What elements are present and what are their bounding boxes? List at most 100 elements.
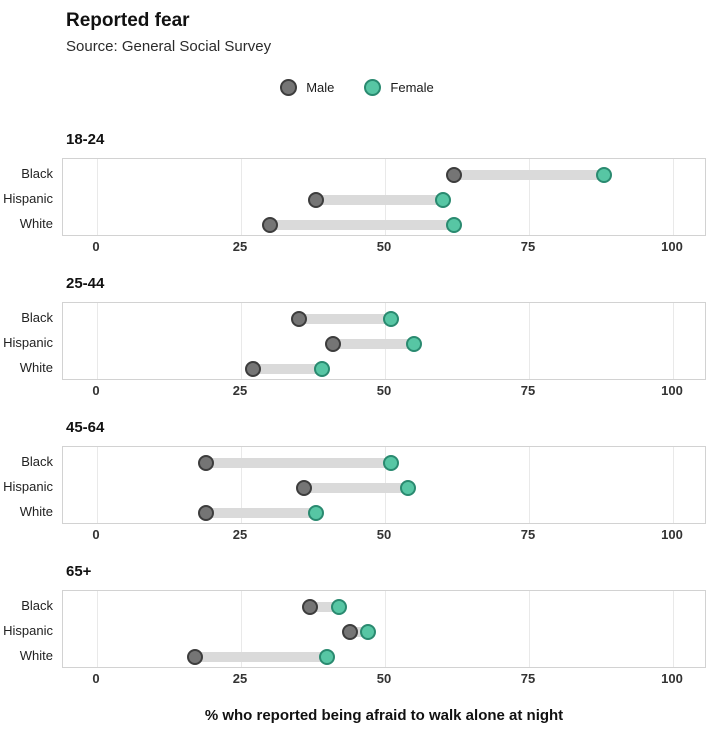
- connector-bar: [306, 602, 343, 612]
- x-tick-label: 50: [376, 527, 392, 542]
- connector-bar: [265, 220, 459, 230]
- row-label: Hispanic: [3, 335, 53, 350]
- panel-body: Black Hispanic White: [0, 446, 714, 524]
- gridline: [97, 303, 98, 379]
- female-dot: [446, 217, 463, 233]
- row-label: Hispanic: [3, 191, 53, 206]
- panel-body: Black Hispanic White: [0, 158, 714, 236]
- male-legend-label: Male: [306, 80, 335, 95]
- x-tick-label: 75: [520, 671, 536, 686]
- y-axis-labels: Black Hispanic White: [0, 158, 62, 236]
- age-panel-title: 25-44: [66, 275, 105, 292]
- row-label: White: [19, 504, 53, 519]
- gridline: [97, 447, 98, 523]
- female-dot: [434, 192, 451, 208]
- x-axis: 0 25 50 75 100: [62, 668, 706, 690]
- connector-bar: [294, 314, 395, 324]
- male-legend-dot-icon: [280, 79, 298, 96]
- female-dot: [307, 505, 324, 521]
- female-dot: [359, 624, 376, 640]
- female-dot: [382, 311, 399, 327]
- plot-area: [62, 302, 706, 380]
- chart-title: Reported fear: [66, 10, 190, 31]
- gridline: [673, 591, 674, 667]
- plot-area: [62, 590, 706, 668]
- gridline: [385, 591, 386, 667]
- male-dot: [244, 361, 261, 377]
- age-panel-title: 45-64: [66, 419, 105, 436]
- age-panel: 18-24 Black Hispanic White 0 25 50 75 100: [0, 130, 714, 258]
- female-dot: [400, 480, 417, 496]
- x-tick-label: 0: [92, 239, 100, 254]
- gridline: [241, 303, 242, 379]
- connector-bar: [202, 508, 320, 518]
- gridline: [529, 591, 530, 667]
- female-legend-dot-icon: [364, 79, 382, 96]
- row-label: Hispanic: [3, 479, 53, 494]
- gridline: [529, 447, 530, 523]
- connector-bar: [450, 170, 608, 180]
- x-axis: 0 25 50 75 100: [62, 236, 706, 258]
- age-panel-title: 18-24: [66, 131, 105, 148]
- x-tick-label: 75: [520, 239, 536, 254]
- x-tick-label: 0: [92, 671, 100, 686]
- row-label: Hispanic: [3, 623, 53, 638]
- x-tick-label: 75: [520, 527, 536, 542]
- male-dot: [198, 505, 215, 521]
- female-dot: [330, 599, 347, 615]
- connector-bar: [300, 483, 413, 493]
- row-label: White: [19, 648, 53, 663]
- connector-bar: [329, 339, 418, 349]
- connector-bar: [202, 458, 395, 468]
- male-dot: [261, 217, 278, 233]
- x-tick-label: 50: [376, 671, 392, 686]
- gridline: [241, 447, 242, 523]
- male-dot: [290, 311, 307, 327]
- male-dot: [342, 624, 359, 640]
- row-label: Black: [21, 598, 53, 613]
- x-tick-label: 50: [376, 383, 392, 398]
- x-tick-label: 25: [232, 671, 248, 686]
- male-dot: [446, 167, 463, 183]
- x-tick-label: 0: [92, 527, 100, 542]
- row-label: Black: [21, 454, 53, 469]
- male-dot: [325, 336, 342, 352]
- legend-item-female: Female: [364, 79, 434, 96]
- x-tick-label: 50: [376, 239, 392, 254]
- x-tick-label: 100: [661, 527, 683, 542]
- row-label: White: [19, 216, 53, 231]
- gridline: [673, 447, 674, 523]
- plot-area: [62, 446, 706, 524]
- male-dot: [186, 649, 203, 665]
- x-tick-label: 100: [661, 383, 683, 398]
- panel-body: Black Hispanic White: [0, 590, 714, 668]
- female-dot: [595, 167, 612, 183]
- male-dot: [296, 480, 313, 496]
- y-axis-labels: Black Hispanic White: [0, 302, 62, 380]
- age-panel: 25-44 Black Hispanic White 0 25 50 75 100: [0, 274, 714, 402]
- female-dot: [405, 336, 422, 352]
- x-tick-label: 100: [661, 671, 683, 686]
- gridline: [241, 159, 242, 235]
- plot-area: [62, 158, 706, 236]
- y-axis-labels: Black Hispanic White: [0, 590, 62, 668]
- female-dot: [382, 455, 399, 471]
- row-label: White: [19, 360, 53, 375]
- connector-bar: [346, 627, 372, 637]
- male-dot: [198, 455, 215, 471]
- connector-bar: [248, 364, 326, 374]
- female-dot: [319, 649, 336, 665]
- male-dot: [307, 192, 324, 208]
- connector-bar: [311, 195, 447, 205]
- gridline: [241, 591, 242, 667]
- x-tick-label: 0: [92, 383, 100, 398]
- x-tick-label: 25: [232, 383, 248, 398]
- x-tick-label: 100: [661, 239, 683, 254]
- panel-body: Black Hispanic White: [0, 302, 714, 380]
- x-axis-title: % who reported being afraid to walk alon…: [204, 707, 564, 724]
- age-panel-title: 65+: [66, 563, 92, 580]
- female-dot: [313, 361, 330, 377]
- x-tick-label: 75: [520, 383, 536, 398]
- row-label: Black: [21, 166, 53, 181]
